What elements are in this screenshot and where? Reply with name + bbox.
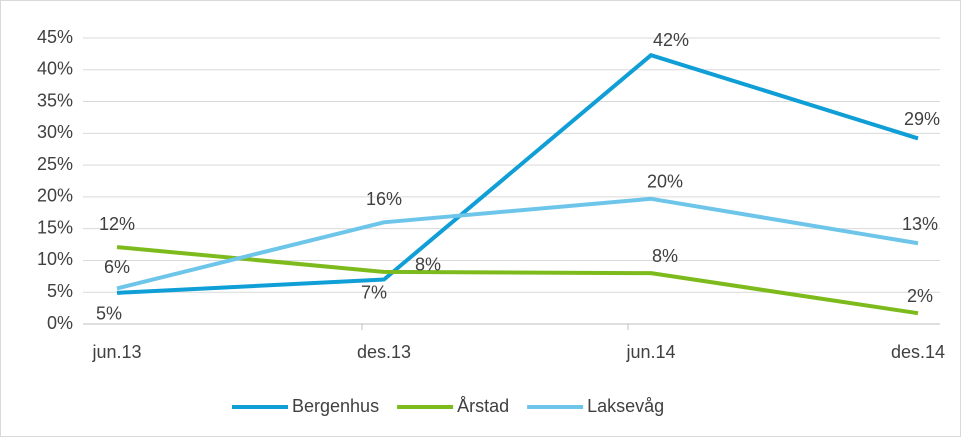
data-label: 7% [361,282,387,302]
y-tick-label: 0% [47,313,73,333]
data-label: 6% [104,257,130,277]
data-label: 5% [96,304,122,324]
data-label: 8% [415,255,441,275]
data-label: 20% [647,172,683,192]
x-tick-label: des.14 [891,342,945,362]
y-tick-label: 45% [37,27,73,47]
y-tick-label: 30% [37,122,73,142]
data-label: 29% [904,109,940,129]
x-tick-label: jun.13 [91,342,141,362]
legend-label: Årstad [457,396,509,416]
series-line [116,53,919,295]
y-tick-label: 40% [37,59,73,79]
y-tick-label: 25% [37,154,73,174]
legend-label: Bergenhus [292,396,379,416]
series-line [116,245,919,316]
series-line [116,196,919,291]
y-tick-label: 15% [37,217,73,237]
data-label: 2% [907,286,933,306]
y-tick-label: 20% [37,186,73,206]
y-tick-label: 10% [37,249,73,269]
data-label: 12% [99,214,135,234]
data-label: 13% [902,214,938,234]
legend-label: Laksevåg [587,396,664,416]
y-tick-label: 5% [47,281,73,301]
x-tick-label: des.13 [357,342,411,362]
x-tick-label: jun.14 [625,342,675,362]
data-label: 16% [366,189,402,209]
data-label: 42% [653,30,689,50]
data-label: 8% [652,246,678,266]
y-tick-label: 35% [37,90,73,110]
